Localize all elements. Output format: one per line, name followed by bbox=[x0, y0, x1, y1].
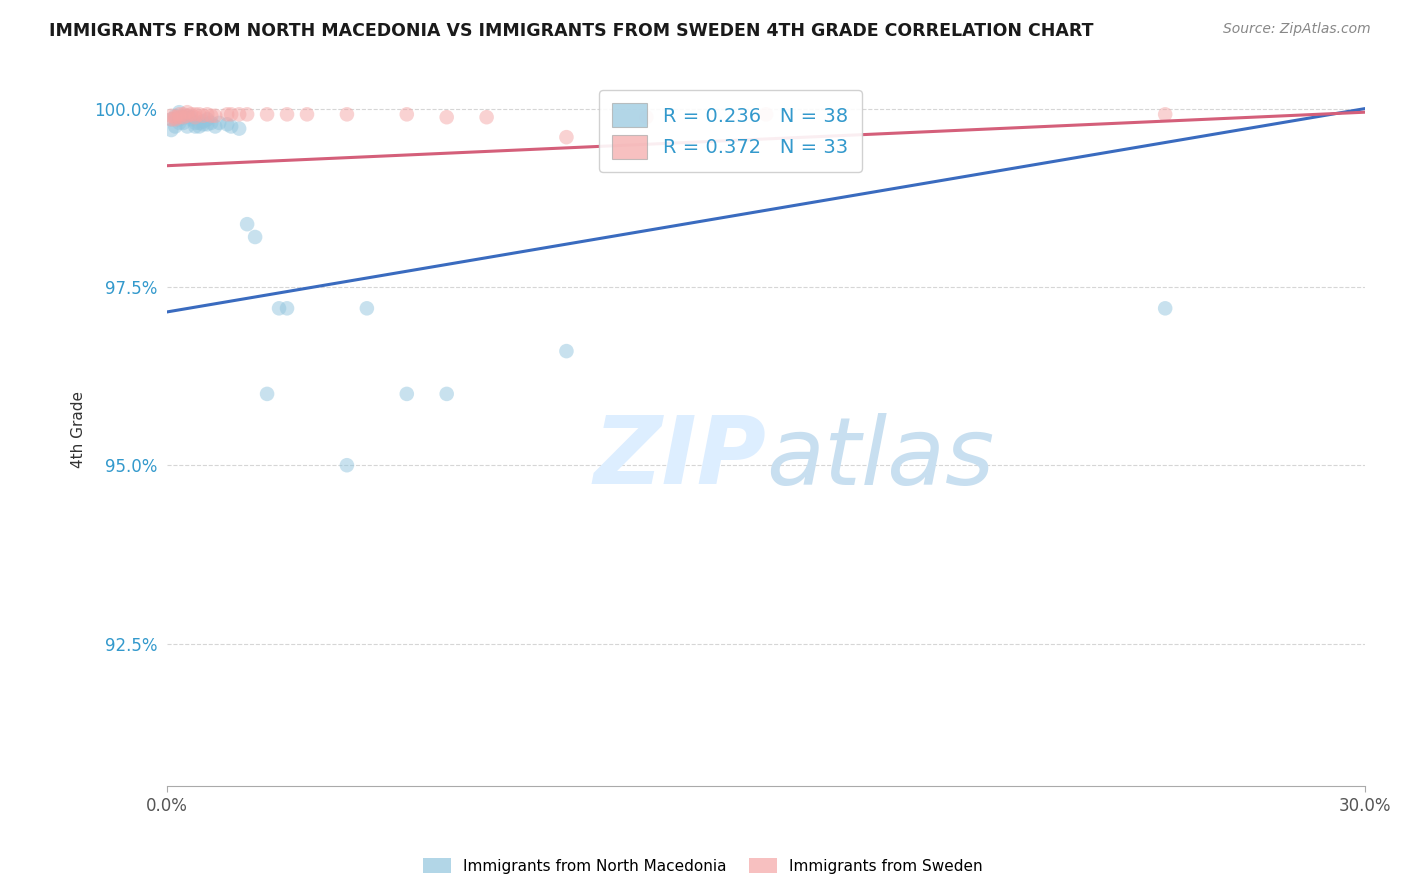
Point bbox=[176, 109, 198, 123]
Point bbox=[193, 117, 215, 131]
Point bbox=[219, 120, 242, 134]
Point bbox=[169, 116, 191, 130]
Point bbox=[184, 120, 207, 134]
Point bbox=[165, 120, 187, 134]
Point bbox=[228, 121, 250, 136]
Point bbox=[395, 107, 418, 121]
Point bbox=[755, 107, 778, 121]
Point bbox=[160, 109, 183, 123]
Point bbox=[555, 130, 578, 145]
Point bbox=[195, 107, 218, 121]
Point bbox=[176, 120, 198, 134]
Point bbox=[176, 109, 198, 123]
Point bbox=[188, 107, 211, 121]
Point bbox=[475, 110, 498, 124]
Point bbox=[217, 107, 239, 121]
Text: Source: ZipAtlas.com: Source: ZipAtlas.com bbox=[1223, 22, 1371, 37]
Point bbox=[193, 109, 215, 123]
Point bbox=[204, 109, 226, 123]
Text: ZIP: ZIP bbox=[593, 412, 766, 504]
Point bbox=[395, 387, 418, 401]
Point bbox=[193, 114, 215, 128]
Point bbox=[217, 117, 239, 131]
Point bbox=[336, 458, 359, 473]
Point bbox=[295, 107, 318, 121]
Point bbox=[169, 107, 191, 121]
Point bbox=[236, 217, 259, 231]
Point bbox=[180, 112, 202, 127]
Point bbox=[276, 301, 298, 316]
Point bbox=[256, 387, 278, 401]
Point bbox=[188, 116, 211, 130]
Point bbox=[172, 107, 194, 121]
Point bbox=[1154, 107, 1177, 121]
Point bbox=[165, 112, 187, 127]
Point bbox=[1154, 301, 1177, 316]
Y-axis label: 4th Grade: 4th Grade bbox=[72, 391, 86, 468]
Point bbox=[204, 120, 226, 134]
Point bbox=[160, 112, 183, 127]
Point bbox=[436, 387, 458, 401]
Point bbox=[228, 107, 250, 121]
Point bbox=[172, 110, 194, 124]
Point bbox=[356, 301, 378, 316]
Text: atlas: atlas bbox=[766, 413, 994, 504]
Point bbox=[169, 110, 191, 124]
Point bbox=[172, 110, 194, 124]
Point bbox=[160, 112, 183, 127]
Legend: R = 0.236   N = 38, R = 0.372   N = 33: R = 0.236 N = 38, R = 0.372 N = 33 bbox=[599, 90, 862, 172]
Point bbox=[200, 109, 222, 123]
Point bbox=[219, 107, 242, 121]
Point bbox=[184, 107, 207, 121]
Point bbox=[180, 110, 202, 124]
Point bbox=[200, 116, 222, 130]
Point bbox=[555, 344, 578, 359]
Point bbox=[165, 109, 187, 123]
Point bbox=[195, 112, 218, 127]
Point bbox=[184, 116, 207, 130]
Point bbox=[336, 107, 359, 121]
Point bbox=[176, 105, 198, 120]
Point bbox=[188, 120, 211, 134]
Point bbox=[169, 112, 191, 127]
Point bbox=[436, 110, 458, 124]
Point bbox=[172, 116, 194, 130]
Point bbox=[256, 107, 278, 121]
Point bbox=[180, 107, 202, 121]
Text: IMMIGRANTS FROM NORTH MACEDONIA VS IMMIGRANTS FROM SWEDEN 4TH GRADE CORRELATION : IMMIGRANTS FROM NORTH MACEDONIA VS IMMIG… bbox=[49, 22, 1094, 40]
Point bbox=[165, 110, 187, 124]
Point bbox=[243, 230, 266, 244]
Point bbox=[267, 301, 290, 316]
Point bbox=[184, 110, 207, 124]
Point bbox=[276, 107, 298, 121]
Point bbox=[169, 105, 191, 120]
Point bbox=[195, 117, 218, 131]
Point bbox=[208, 116, 231, 130]
Point bbox=[160, 123, 183, 137]
Point bbox=[636, 110, 658, 124]
Legend: Immigrants from North Macedonia, Immigrants from Sweden: Immigrants from North Macedonia, Immigra… bbox=[418, 852, 988, 880]
Point bbox=[236, 107, 259, 121]
